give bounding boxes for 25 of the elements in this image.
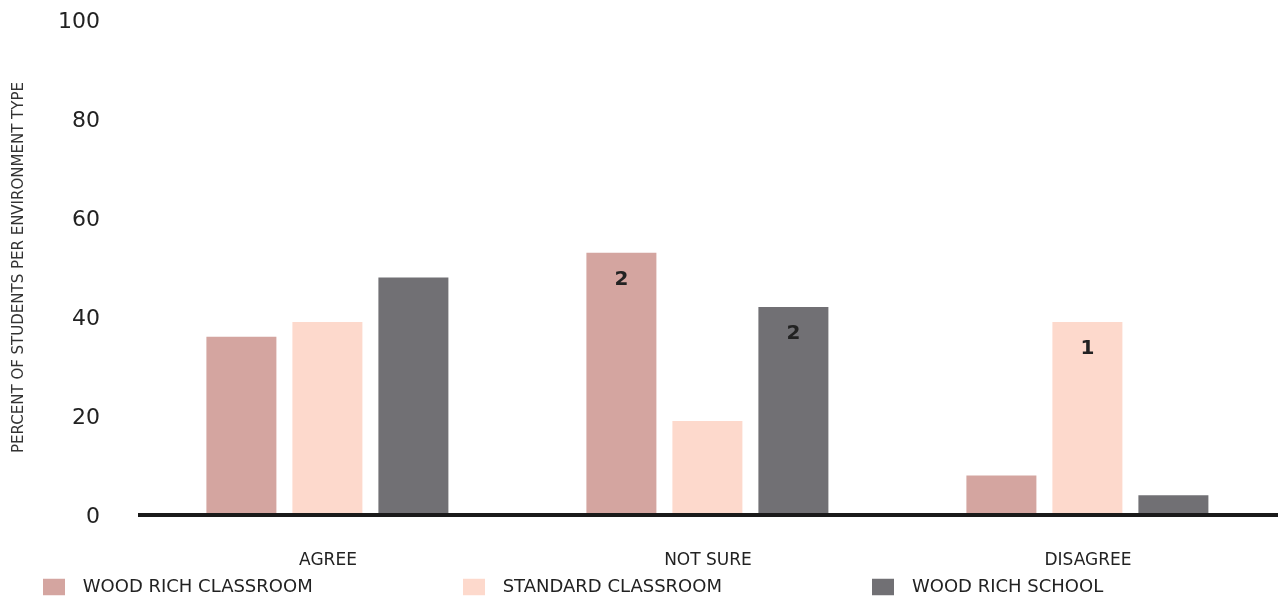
y-tick-label: 60 — [72, 205, 100, 231]
y-tick-label: 40 — [72, 304, 100, 330]
bar — [1052, 321, 1123, 515]
bar — [586, 252, 657, 515]
x-tick-label: DISAGREE — [1044, 549, 1132, 570]
bar — [378, 277, 449, 515]
bar — [966, 475, 1037, 515]
bar — [206, 336, 277, 515]
y-tick-label: 20 — [72, 403, 100, 429]
bar — [292, 321, 363, 515]
y-axis-title: PERCENT OF STUDENTS PER ENVIRONMENT TYPE — [9, 82, 28, 453]
bar — [1138, 495, 1209, 515]
x-tick-label: AGREE — [299, 549, 357, 570]
bar — [672, 420, 743, 515]
annotation: 1 — [1080, 334, 1095, 359]
annotation: 2 — [614, 265, 629, 290]
y-tick-label: 100 — [58, 7, 100, 33]
legend-label: STANDARD CLASSROOM — [502, 575, 722, 596]
x-tick-label: NOT SURE — [664, 549, 752, 570]
bar — [758, 307, 829, 515]
y-tick-label: 80 — [72, 106, 100, 132]
legend-label: WOOD RICH CLASSROOM — [82, 575, 313, 596]
annotation: 2 — [786, 320, 801, 345]
legend-label: WOOD RICH SCHOOL — [911, 575, 1104, 596]
y-tick-label: 0 — [86, 502, 100, 528]
